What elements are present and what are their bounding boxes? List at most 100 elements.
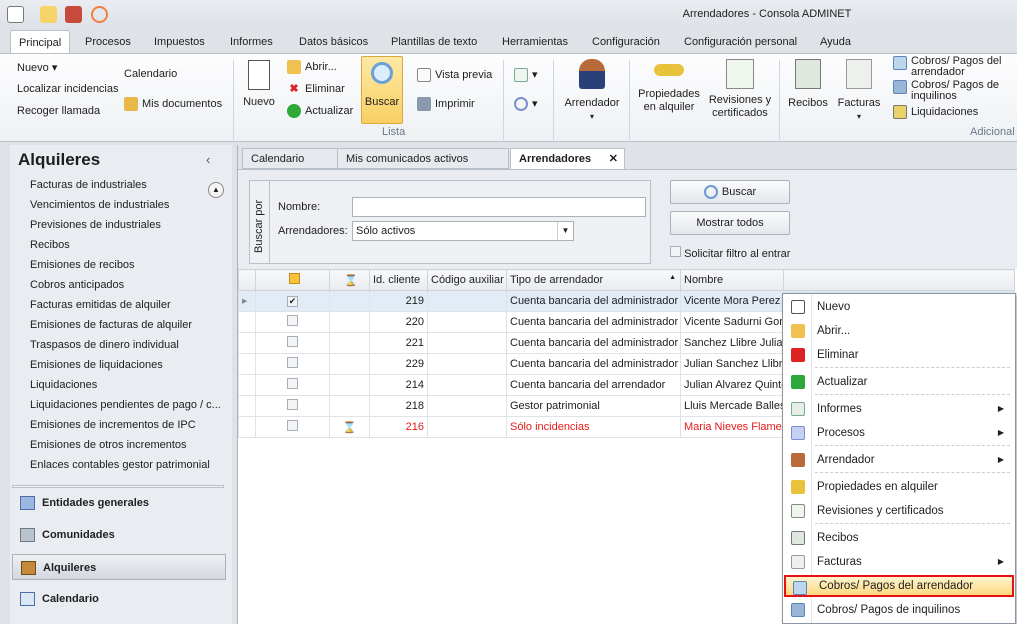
menu-item-revisiones-y-certificados[interactable]: Revisiones y certificados: [784, 500, 1014, 522]
select-all-header[interactable]: [255, 269, 330, 291]
menu-item-recibos[interactable]: Recibos: [784, 527, 1014, 549]
collapse-chevron-icon[interactable]: ‹: [206, 152, 211, 167]
nav-alquileres[interactable]: Alquileres: [12, 554, 226, 580]
sidebar-item[interactable]: Traspasos de dinero individual: [30, 339, 179, 351]
col-id-cliente[interactable]: Id. cliente: [369, 269, 428, 291]
buscar-button[interactable]: Buscar: [361, 56, 403, 124]
nav-entidades-generales[interactable]: Entidades generales: [12, 490, 226, 516]
menu-item-procesos[interactable]: Procesos ▶: [784, 422, 1014, 444]
cobros-inquilinos-button[interactable]: Cobros/ Pagos de inquilinos: [893, 80, 1013, 102]
menu-item-actualizar[interactable]: Actualizar: [784, 371, 1014, 393]
tab-impuestos[interactable]: Impuestos: [154, 36, 205, 48]
buscar-search-button[interactable]: Buscar: [670, 180, 790, 204]
actualizar-button[interactable]: Actualizar: [287, 104, 353, 118]
row-checkbox[interactable]: ✔: [287, 296, 298, 307]
calendario-button[interactable]: Calendario: [124, 68, 178, 80]
row-checkbox[interactable]: [287, 336, 298, 347]
sidebar-item[interactable]: Recibos: [30, 239, 70, 251]
row-checkbox[interactable]: [287, 315, 298, 326]
row-indicator[interactable]: [238, 374, 256, 396]
tab-plantillas[interactable]: Plantillas de texto: [391, 36, 478, 48]
menu-item-eliminar[interactable]: Eliminar: [784, 344, 1014, 366]
tab-configuracion-personal[interactable]: Configuración personal: [684, 36, 798, 48]
sidebar-item[interactable]: Emisiones de incrementos de IPC: [30, 419, 196, 431]
sidebar-item[interactable]: Emisiones de facturas de alquiler: [30, 319, 193, 331]
row-checkbox[interactable]: [287, 378, 298, 389]
tab-ayuda[interactable]: Ayuda: [820, 36, 851, 48]
row-indicator[interactable]: [238, 353, 256, 375]
recibos-button[interactable]: Recibos: [785, 59, 831, 110]
row-indicator[interactable]: [238, 311, 256, 333]
informes-dropdown[interactable]: ▾: [514, 68, 538, 83]
menu-item-arrendador[interactable]: Arrendador ▶: [784, 449, 1014, 471]
scroll-up-icon[interactable]: ▲: [208, 182, 224, 198]
facturas-button[interactable]: Facturas ▾: [834, 59, 884, 123]
nombre-input[interactable]: [352, 197, 646, 217]
abrir-button[interactable]: Abrir...: [287, 60, 337, 74]
row-indicator[interactable]: [238, 416, 256, 438]
row-checkbox-cell[interactable]: [255, 395, 330, 417]
nav-comunidades[interactable]: Comunidades: [12, 522, 226, 548]
splitter[interactable]: [12, 485, 224, 488]
nuevo-button[interactable]: Nuevo: [240, 60, 278, 109]
menu-item-cobros-pagos-del-arrendador[interactable]: Cobros/ Pagos del arrendador: [784, 575, 1014, 597]
sidebar-item[interactable]: Vencimientos de industriales: [30, 199, 170, 211]
mostrar-todos-button[interactable]: Mostrar todos: [670, 211, 790, 235]
col-codigo-auxiliar[interactable]: Código auxiliar: [427, 269, 507, 291]
sidebar-item[interactable]: Emisiones de liquidaciones: [30, 359, 163, 371]
liquidaciones-button[interactable]: Liquidaciones: [893, 105, 978, 119]
revisiones-button[interactable]: Revisiones y certificados: [706, 59, 774, 120]
col-nombre[interactable]: Nombre: [680, 269, 784, 291]
tab-procesos[interactable]: Procesos: [85, 36, 131, 48]
close-icon[interactable]: ✕: [608, 153, 618, 165]
menu-item-abrir[interactable]: Abrir...: [784, 320, 1014, 342]
row-indicator[interactable]: [238, 395, 256, 417]
doc-tab-mis-comunicados[interactable]: Mis comunicados activos: [337, 148, 509, 169]
row-checkbox-cell[interactable]: ✔: [255, 290, 330, 312]
sidebar-item[interactable]: Emisiones de otros incrementos: [30, 439, 187, 451]
mail-icon[interactable]: [40, 6, 57, 23]
row-checkbox-cell[interactable]: [255, 332, 330, 354]
menu-item-cobros-pagos-de-inquilinos[interactable]: Cobros/ Pagos de inquilinos: [784, 599, 1014, 621]
row-checkbox[interactable]: [287, 399, 298, 410]
sidebar-item[interactable]: Facturas emitidas de alquiler: [30, 299, 171, 311]
app-icon[interactable]: [7, 6, 24, 23]
arrendador-button[interactable]: Arrendador ▾: [562, 59, 622, 123]
vista-previa-button[interactable]: Vista previa: [417, 68, 492, 82]
tasks-icon[interactable]: [65, 6, 82, 23]
mis-documentos-button[interactable]: Mis documentos: [124, 97, 222, 111]
row-checkbox[interactable]: [287, 357, 298, 368]
row-indicator[interactable]: [238, 332, 256, 354]
sidebar-item[interactable]: Liquidaciones: [30, 379, 98, 391]
menu-item-nuevo[interactable]: Nuevo: [784, 296, 1014, 318]
sidebar-item[interactable]: Emisiones de recibos: [30, 259, 135, 271]
sidebar-item[interactable]: Facturas de industriales: [30, 179, 147, 191]
menu-item-propiedades-en-alquiler[interactable]: Propiedades en alquiler: [784, 476, 1014, 498]
tab-principal[interactable]: Principal: [10, 30, 71, 54]
checkbox[interactable]: [670, 246, 681, 257]
recoger-llamada-button[interactable]: Recoger llamada: [17, 105, 101, 117]
localizar-incidencias-button[interactable]: Localizar incidencias: [17, 83, 119, 95]
select-all-checkbox[interactable]: [288, 273, 300, 284]
menu-item-facturas[interactable]: Facturas ▶: [784, 551, 1014, 573]
doc-tab-arrendadores[interactable]: Arrendadores ✕: [510, 148, 625, 170]
sidebar-item[interactable]: Previsiones de industriales: [30, 219, 161, 231]
chevron-down-icon[interactable]: ▼: [557, 222, 573, 240]
sidebar-item[interactable]: Cobros anticipados: [30, 279, 125, 291]
col-tipo-arrendador[interactable]: Tipo de arrendador ▲: [506, 269, 681, 291]
row-checkbox-cell[interactable]: [255, 311, 330, 333]
row-checkbox-cell[interactable]: [255, 416, 330, 438]
nuevo-menu-button[interactable]: Nuevo ▾: [17, 62, 58, 74]
row-checkbox-cell[interactable]: [255, 374, 330, 396]
row-checkbox-cell[interactable]: [255, 353, 330, 375]
hourglass-header-icon[interactable]: ⌛: [329, 269, 370, 291]
tab-configuracion[interactable]: Configuración: [592, 36, 660, 48]
imprimir-button[interactable]: Imprimir: [417, 97, 475, 111]
nav-calendario[interactable]: Calendario: [12, 586, 226, 612]
cobros-arrendador-button[interactable]: Cobros/ Pagos del arrendador: [893, 56, 1013, 78]
eliminar-button[interactable]: ✖ Eliminar: [287, 82, 344, 96]
doc-tab-calendario[interactable]: Calendario: [242, 148, 338, 169]
propiedades-button[interactable]: Propiedades en alquiler: [636, 64, 702, 114]
signal-icon[interactable]: [91, 6, 108, 23]
procesos-dropdown[interactable]: ▾: [514, 97, 538, 112]
